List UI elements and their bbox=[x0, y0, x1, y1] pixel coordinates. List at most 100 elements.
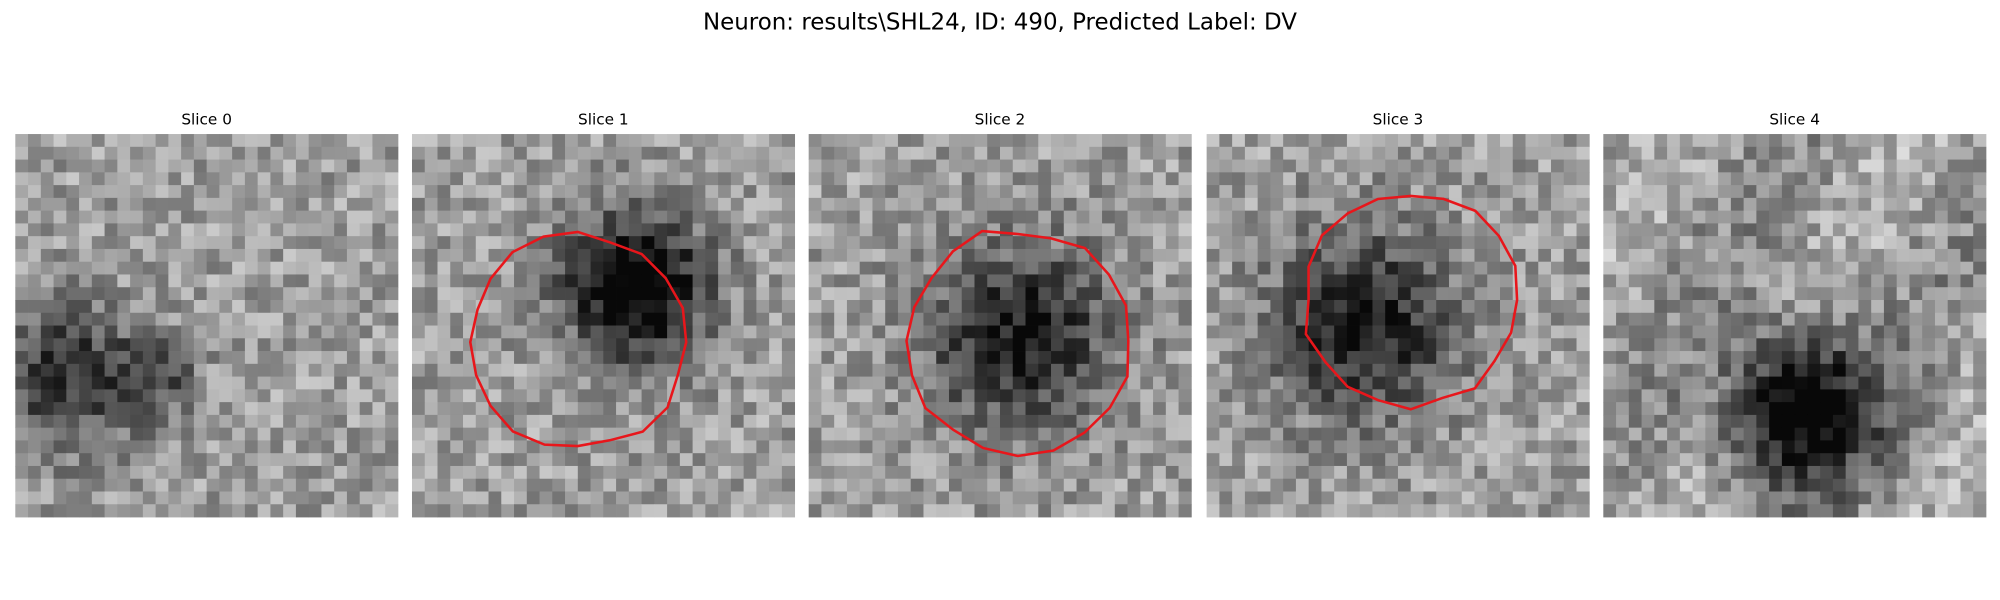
pixel bbox=[1206, 210, 1220, 224]
pixel bbox=[692, 312, 706, 326]
pixel bbox=[692, 274, 706, 288]
pixel bbox=[372, 402, 386, 416]
pixel bbox=[181, 248, 195, 263]
pixel bbox=[834, 312, 848, 326]
pixel bbox=[1372, 351, 1386, 365]
pixel bbox=[1385, 159, 1399, 173]
pixel bbox=[219, 134, 233, 148]
pixel bbox=[1705, 236, 1719, 250]
pixel bbox=[1051, 325, 1065, 339]
pixel bbox=[28, 159, 42, 173]
pixel bbox=[1076, 300, 1090, 314]
pixel bbox=[321, 223, 335, 237]
pixel bbox=[565, 248, 579, 263]
pixel bbox=[1616, 491, 1630, 505]
pixel bbox=[1487, 491, 1501, 505]
pixel bbox=[437, 300, 451, 314]
pixel bbox=[1896, 351, 1910, 365]
pixel bbox=[846, 236, 861, 250]
pixel bbox=[168, 146, 182, 160]
pixel bbox=[1679, 389, 1693, 403]
pixel bbox=[168, 274, 182, 288]
pixel bbox=[359, 491, 373, 505]
pixel bbox=[1756, 248, 1770, 263]
pixel bbox=[1063, 338, 1077, 352]
pixel bbox=[168, 134, 182, 148]
pixel bbox=[616, 363, 630, 377]
pixel bbox=[654, 376, 668, 390]
pixel bbox=[667, 197, 681, 212]
pixel bbox=[1512, 312, 1526, 326]
pixel bbox=[1385, 338, 1399, 352]
pixel bbox=[1628, 185, 1642, 199]
pixel bbox=[424, 491, 438, 505]
pixel bbox=[1076, 389, 1090, 403]
pixel bbox=[168, 185, 182, 199]
pixel bbox=[1127, 504, 1141, 518]
pixel bbox=[821, 134, 835, 148]
pixel bbox=[897, 287, 912, 301]
pixel bbox=[974, 325, 988, 339]
pixel bbox=[1730, 312, 1745, 326]
pixel bbox=[295, 491, 310, 505]
pixel bbox=[142, 248, 156, 263]
pixel bbox=[821, 453, 835, 467]
pixel bbox=[40, 478, 54, 492]
pixel bbox=[1858, 312, 1872, 326]
pixel bbox=[641, 402, 655, 416]
pixel bbox=[15, 197, 29, 212]
pixel bbox=[168, 248, 182, 263]
pixel bbox=[808, 287, 822, 301]
pixel bbox=[130, 185, 144, 199]
pixel bbox=[910, 312, 924, 326]
pixel bbox=[1845, 351, 1859, 365]
pixel bbox=[1692, 197, 1706, 212]
pixel bbox=[1448, 427, 1463, 441]
pixel bbox=[1832, 402, 1847, 416]
pixel bbox=[834, 389, 848, 403]
pixel bbox=[1781, 210, 1796, 224]
pixel bbox=[40, 376, 54, 390]
pixel bbox=[53, 197, 67, 212]
pixel bbox=[66, 338, 80, 352]
pixel bbox=[28, 300, 42, 314]
pixel bbox=[1807, 312, 1821, 326]
pixel bbox=[565, 185, 579, 199]
pixel bbox=[514, 325, 528, 339]
pixel bbox=[539, 491, 553, 505]
pixel bbox=[730, 376, 745, 390]
pixel bbox=[359, 389, 373, 403]
pixel bbox=[539, 261, 553, 275]
pixel bbox=[1012, 414, 1026, 429]
pixel bbox=[1947, 402, 1961, 416]
pixel bbox=[897, 414, 912, 429]
pixel bbox=[577, 185, 591, 199]
pixel bbox=[756, 363, 770, 377]
pixel bbox=[552, 274, 566, 288]
pixel bbox=[1270, 389, 1284, 403]
pixel bbox=[1397, 465, 1412, 480]
pixel bbox=[1321, 402, 1335, 416]
pixel bbox=[193, 134, 208, 148]
pixel bbox=[15, 287, 29, 301]
pixel bbox=[206, 478, 220, 492]
pixel bbox=[1436, 223, 1450, 237]
pixel bbox=[1960, 300, 1974, 314]
pixel bbox=[1845, 248, 1859, 263]
pixel bbox=[526, 312, 540, 326]
pixel bbox=[1960, 440, 1974, 454]
pixel bbox=[1756, 197, 1770, 212]
pixel bbox=[1178, 389, 1192, 403]
pixel bbox=[641, 351, 655, 365]
pixel bbox=[1973, 210, 1987, 224]
pixel bbox=[552, 185, 566, 199]
pixel bbox=[117, 300, 131, 314]
pixel bbox=[1232, 504, 1246, 518]
pixel bbox=[1063, 351, 1077, 365]
pixel bbox=[1012, 248, 1026, 263]
pixel bbox=[834, 146, 848, 160]
pixel bbox=[1257, 287, 1271, 301]
pixel bbox=[577, 197, 591, 212]
pixel bbox=[1127, 134, 1141, 148]
pixel bbox=[1295, 402, 1310, 416]
